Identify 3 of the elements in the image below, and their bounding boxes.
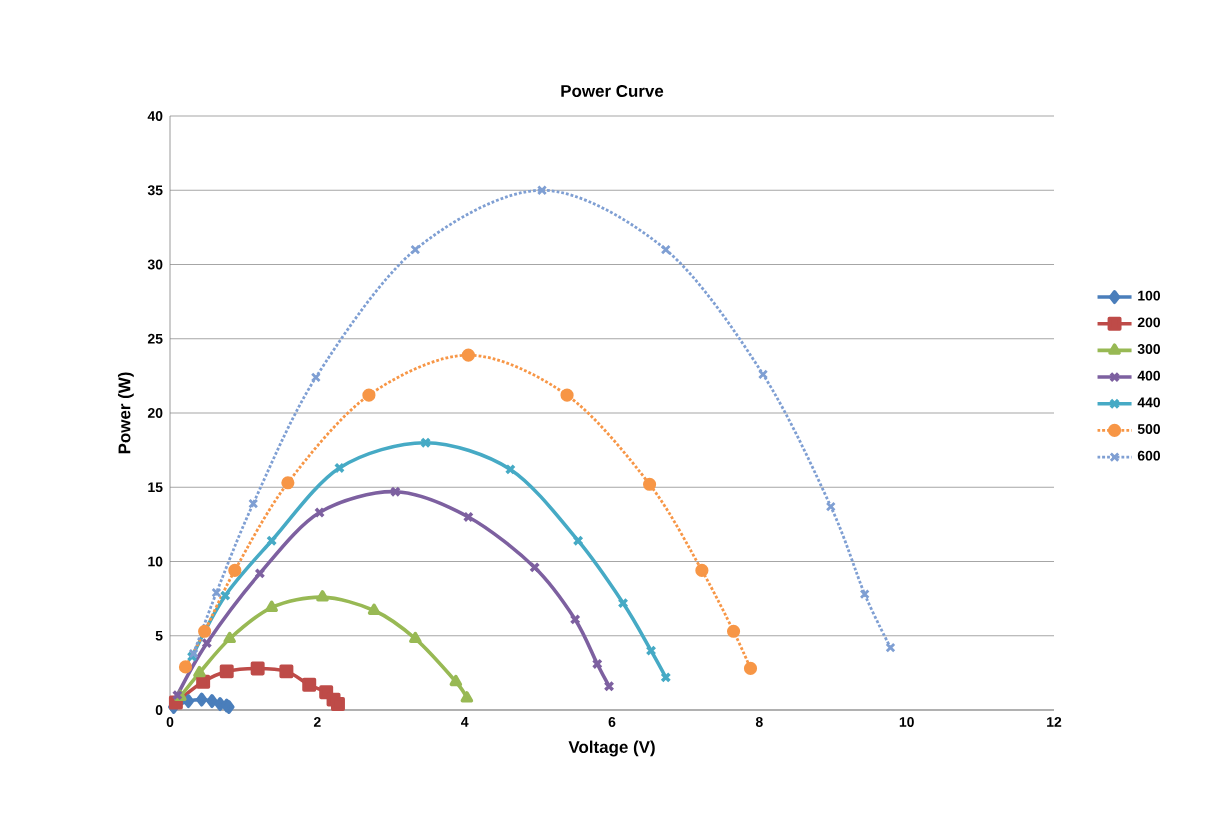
y-axis-title: Power (W) xyxy=(117,372,134,454)
x-axis-title: Voltage (V) xyxy=(568,740,655,757)
chart-title: Power Curve xyxy=(561,85,664,97)
